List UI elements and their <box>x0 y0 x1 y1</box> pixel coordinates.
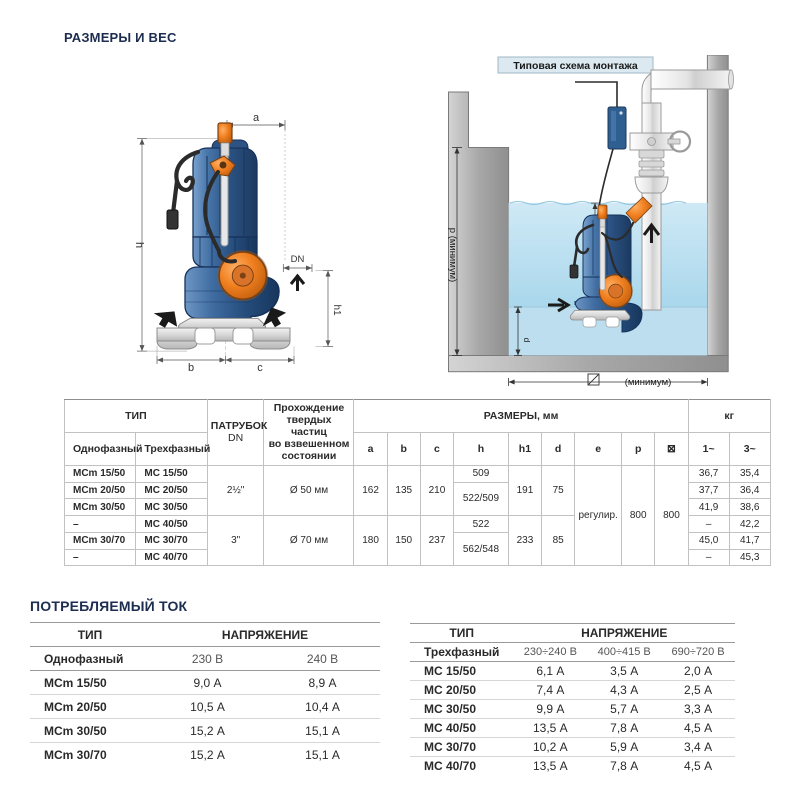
svg-text:h1: h1 <box>331 304 342 316</box>
svg-text:a: a <box>253 112 260 124</box>
svg-text:p (минимум): p (минимум) <box>447 228 458 282</box>
svg-text:h: h <box>133 242 145 248</box>
svg-text:c: c <box>257 362 263 374</box>
svg-text:d: d <box>522 338 532 343</box>
svg-text:b: b <box>188 362 194 374</box>
svg-text:(минимум): (минимум) <box>625 377 672 388</box>
svg-text:Типовая схема монтажа: Типовая схема монтажа <box>513 60 638 72</box>
svg-text:DN: DN <box>291 254 305 265</box>
